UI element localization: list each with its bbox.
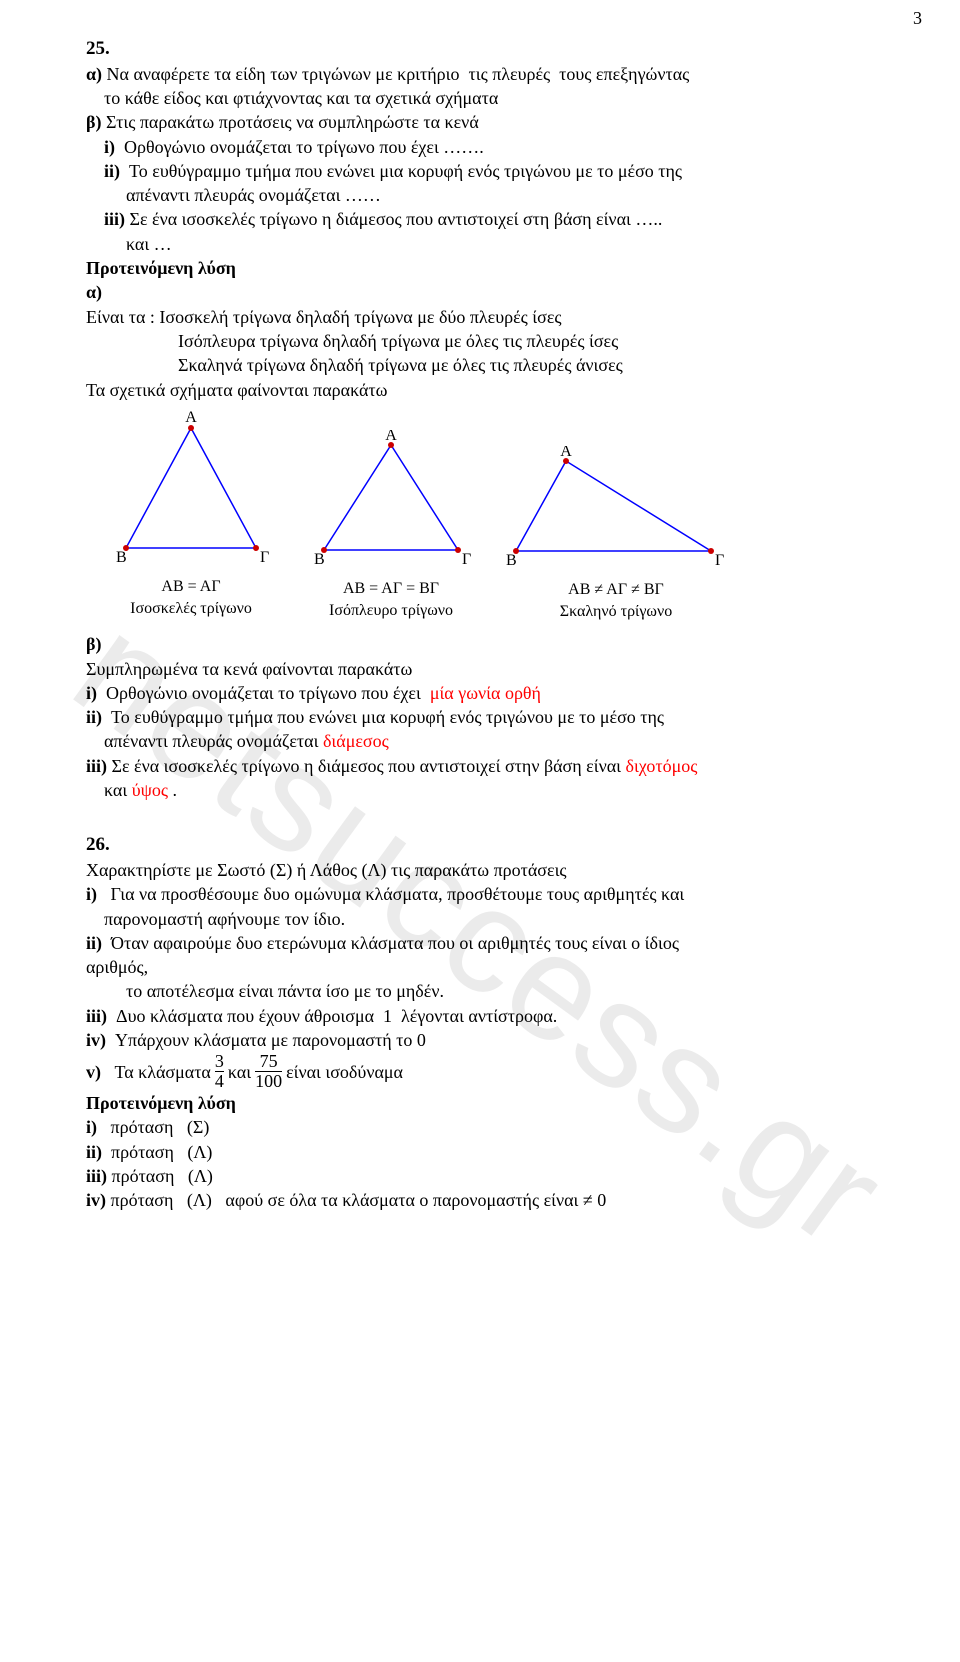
q26-intro: Χαρακτηρίστε με Σωστό (Σ) ή Λάθος (Λ) τι… [86, 858, 900, 882]
svg-text:Β: Β [506, 552, 517, 569]
isosceles-cap2: Ισοσκελές τρίγωνο [106, 598, 276, 620]
q25-a-line1: α) α) Να αναφέρετε τα είδη των τριγώνων … [86, 62, 900, 86]
vertex-A-label: Α [185, 409, 197, 426]
q26-number: 26. [86, 832, 900, 858]
svg-text:Γ: Γ [715, 552, 724, 569]
svg-text:Α: Α [560, 446, 572, 460]
fraction-75-100: 75 100 [255, 1052, 282, 1091]
isosceles-triangle-svg: Α Β Γ [106, 408, 276, 568]
q25-sol-b-iii-1: iii) Σε ένα ισοσκελές τρίγωνο η διάμεσος… [86, 754, 900, 778]
q25-sol-b-ii-1: ii) Το ευθύγραμμο τμήμα που ενώνει μια κ… [86, 705, 900, 729]
isosceles-block: Α Β Γ ΑΒ = ΑΓ Ισοσκελές τρίγωνο [106, 408, 276, 619]
q25-b-ii-2: απέναντι πλευράς ονομάζεται …… [86, 183, 900, 207]
q25-number: 25. [86, 36, 900, 62]
q26-iii: iii) Δυο κλάσματα που έχουν άθροισμα 1 λ… [86, 1004, 900, 1028]
q26-ii-2: αριθμός, [86, 955, 900, 979]
q26-ans-iii: iii) πρόταση (Λ)iii) πρόταση (Λ) [86, 1164, 900, 1188]
q25-b-iii-1: iii) Σε ένα ισοσκελές τρίγωνο η διάμεσος… [86, 207, 900, 231]
svg-text:Γ: Γ [462, 551, 471, 568]
svg-text:Β: Β [314, 551, 325, 568]
q25-sol-b-intro: Συμπληρωμένα τα κενά φαίνονται παρακάτω [86, 657, 900, 681]
q26-ii-1: ii) Όταν αφαιρούμε δυο ετερώνυμα κλάσματ… [86, 931, 900, 955]
fraction-3-4: 3 4 [215, 1052, 224, 1091]
triangle-diagrams: Α Β Γ ΑΒ = ΑΓ Ισοσκελές τρίγωνο Α Β Γ ΑΒ… [106, 408, 900, 622]
equilateral-block: Α Β Γ ΑΒ = ΑΓ = ΒΓ Ισόπλευρο τρίγωνο [306, 430, 476, 621]
scalene-cap2: Σκαληνό τρίγωνο [506, 601, 726, 623]
scalene-triangle-svg: Α Β Γ [506, 446, 726, 571]
q26-ans-iv: iv) πρόταση (Λ) αφού σε όλα τα κλάσματα … [86, 1188, 900, 1212]
page-content: 25. α) α) Να αναφέρετε τα είδη των τριγώ… [0, 0, 960, 1253]
q26-iv: iv) Υπάρχουν κλάσματα με παρονομαστή το … [86, 1028, 900, 1052]
q26-ans-i: i) πρόταση (Σ)i) πρόταση (Σ) [86, 1115, 900, 1139]
equilateral-cap2: Ισόπλευρο τρίγωνο [306, 600, 476, 622]
q26-v: v) Τα κλάσματα 3 4 και 75 100 είναι ισοδ… [86, 1052, 900, 1091]
q25-a-line2: το κάθε είδος και φτιάχνοντας και τα σχε… [86, 86, 900, 110]
equilateral-cap1: ΑΒ = ΑΓ = ΒΓ [306, 578, 476, 600]
q25-sol-a3: Σκαληνά τρίγωνα δηλαδή τρίγωνα με όλες τ… [86, 353, 900, 377]
q25-sol-a2: Ισόπλευρα τρίγωνα δηλαδή τρίγωνα με όλες… [86, 329, 900, 353]
q26-i-1: i) Για να προσθέσουμε δυο ομώνυμα κλάσμα… [86, 882, 900, 906]
q25-sol-b: β) [86, 632, 900, 656]
q25-sol-b-iii-2: και ύψος . [86, 778, 900, 802]
scalene-cap1: ΑΒ ≠ ΑΓ ≠ ΒΓ [506, 579, 726, 601]
svg-text:Α: Α [385, 430, 397, 444]
equilateral-triangle-svg: Α Β Γ [306, 430, 476, 570]
q25-solution-header: Προτεινόμενη λύση [86, 256, 900, 280]
q25-sol-a1: Είναι τα : Ισοσκελή τρίγωνα δηλαδή τρίγω… [86, 305, 900, 329]
q26-ii-3: το αποτέλεσμα είναι πάντα ίσο με το μηδέ… [86, 979, 900, 1003]
q25-sol-b-ii-2: απέναντι πλευράς ονομάζεται διάμεσος [86, 729, 900, 753]
q25-sol-a4: Τα σχετικά σχήματα φαίνονται παρακάτω [86, 378, 900, 402]
q25-b-line: β) Στις παρακάτω προτάσεις να συμπληρώστ… [86, 110, 900, 134]
q26-i-2: παρονομαστή αφήνουμε τον ίδιο. [86, 907, 900, 931]
q26-solution-header: Προτεινόμενη λύση [86, 1091, 900, 1115]
q25-b-i: i) Ορθογώνιο ονομάζεται το τρίγωνο που έ… [86, 135, 900, 159]
q25-sol-b-i: i) Ορθογώνιο ονομάζεται το τρίγωνο που έ… [86, 681, 900, 705]
vertex-G-label: Γ [260, 549, 269, 566]
isosceles-cap1: ΑΒ = ΑΓ [106, 576, 276, 598]
vertex-B-label: Β [116, 549, 127, 566]
q25-b-ii-1: ii) Το ευθύγραμμο τμήμα που ενώνει μια κ… [86, 159, 900, 183]
q26-ans-ii: ii) πρόταση (Λ)ii) πρόταση (Λ) [86, 1140, 900, 1164]
scalene-block: Α Β Γ ΑΒ ≠ ΑΓ ≠ ΒΓ Σκαληνό τρίγωνο [506, 446, 726, 622]
q25-sol-a: α) [86, 280, 900, 304]
q25-b-iii-2: και … [86, 232, 900, 256]
